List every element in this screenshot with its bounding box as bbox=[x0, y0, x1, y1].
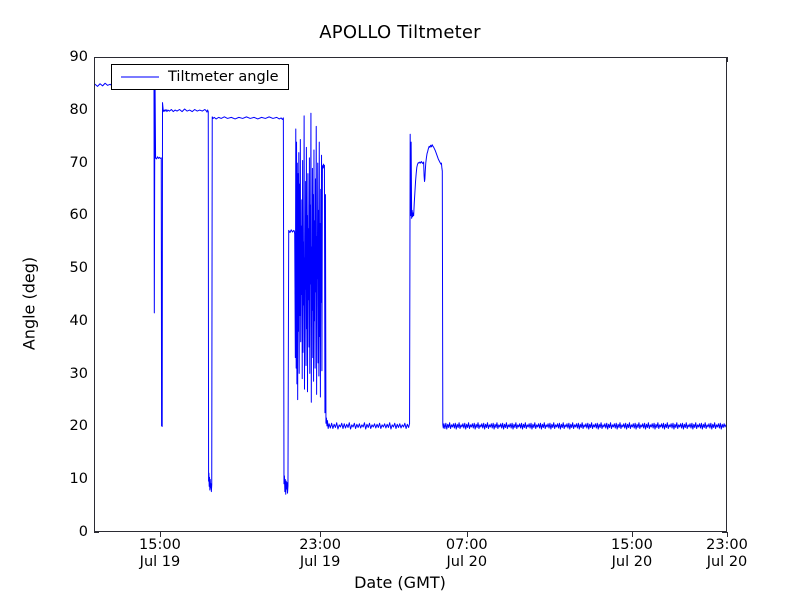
x-tick-time: 07:00 bbox=[445, 537, 488, 553]
x-tick-label: 07:00 Jul 20 bbox=[407, 537, 527, 571]
y-tick-mark bbox=[94, 532, 99, 533]
x-tick-date: Jul 20 bbox=[446, 554, 488, 570]
y-tick-label: 50 bbox=[69, 260, 88, 277]
x-tick-mark bbox=[160, 532, 161, 537]
y-tick-label: 30 bbox=[69, 365, 88, 382]
x-tick-time: 15:00 bbox=[139, 537, 181, 553]
x-tick-mark bbox=[632, 532, 633, 537]
y-tick-label: 0 bbox=[78, 524, 88, 540]
y-axis-label: Angle (deg) bbox=[19, 256, 39, 351]
y-tick-label: 20 bbox=[69, 418, 88, 435]
x-tick-label: 15:00 Jul 20 bbox=[572, 537, 692, 571]
x-tick-mark bbox=[320, 532, 321, 537]
y-tick-label: 40 bbox=[69, 312, 88, 329]
x-tick-time: 15:00 bbox=[611, 537, 653, 553]
y-tick-label: 70 bbox=[69, 154, 88, 171]
y-tick-label: 80 bbox=[69, 101, 88, 118]
legend-label: Tiltmeter angle bbox=[168, 69, 279, 85]
plot-frame bbox=[94, 57, 727, 532]
y-tick-label: 60 bbox=[69, 207, 88, 224]
tiltmeter-angle-series bbox=[95, 68, 726, 495]
x-tick-date: Jul 19 bbox=[299, 554, 341, 570]
x-axis-label: Date (GMT) bbox=[354, 573, 446, 592]
x-tick-date: Jul 20 bbox=[611, 554, 653, 570]
legend-line-sample bbox=[121, 76, 159, 78]
x-tick-mark bbox=[727, 57, 728, 62]
x-tick-mark bbox=[467, 532, 468, 537]
x-tick-date: Jul 20 bbox=[706, 554, 748, 570]
legend: Tiltmeter angle bbox=[111, 64, 289, 90]
x-tick-label: 23:00 Jul 20 bbox=[667, 537, 787, 571]
x-tick-date: Jul 19 bbox=[139, 554, 181, 570]
chart-title: APOLLO Tiltmeter bbox=[319, 22, 481, 43]
y-tick-mark bbox=[722, 532, 727, 533]
plot-area bbox=[95, 58, 726, 531]
x-tick-time: 23:00 bbox=[706, 537, 748, 553]
y-tick-label: 90 bbox=[69, 49, 88, 65]
x-tick-label: 15:00 Jul 19 bbox=[100, 537, 220, 571]
x-tick-time: 23:00 bbox=[299, 537, 341, 553]
series-polyline bbox=[95, 68, 726, 495]
x-tick-mark bbox=[727, 532, 728, 537]
y-tick-label: 10 bbox=[69, 471, 88, 488]
x-tick-label: 23:00 Jul 19 bbox=[260, 537, 380, 571]
